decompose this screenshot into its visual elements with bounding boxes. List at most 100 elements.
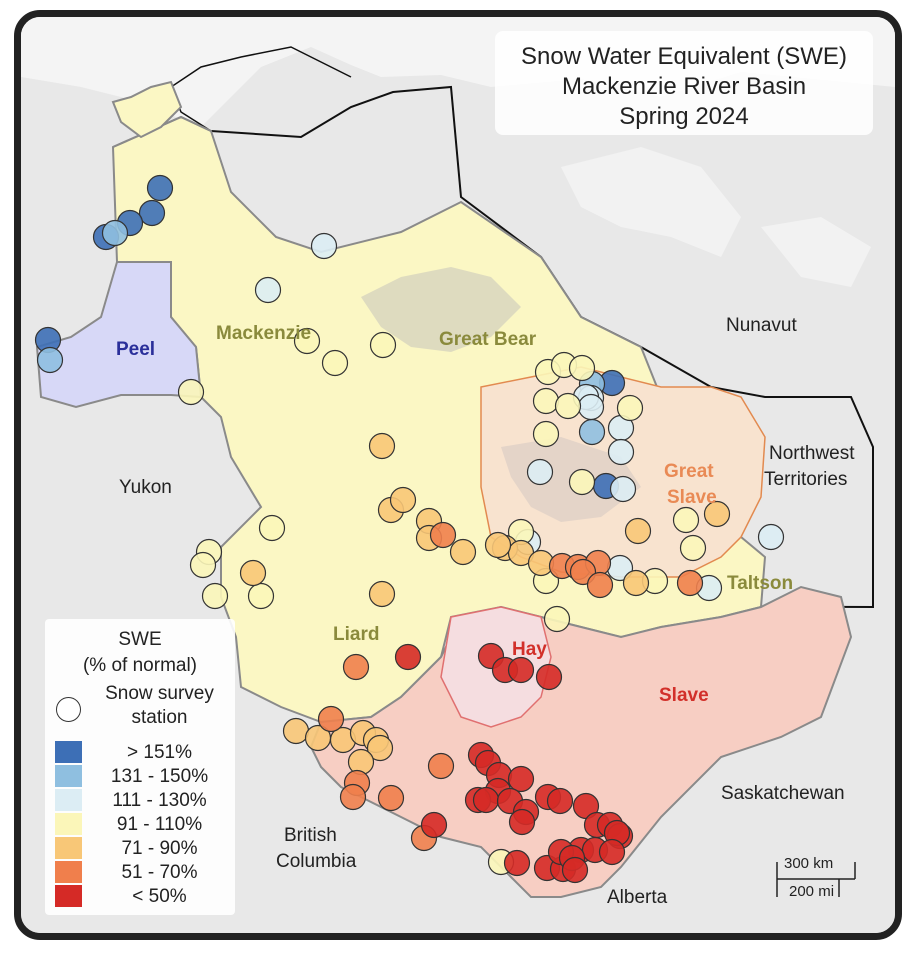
snow-survey-station bbox=[472, 786, 500, 814]
snow-survey-station bbox=[138, 199, 166, 227]
snow-survey-station bbox=[676, 569, 704, 597]
legend-class-label: 91 - 110% bbox=[116, 814, 203, 835]
snow-survey-station bbox=[622, 569, 650, 597]
snow-survey-station bbox=[36, 346, 64, 374]
snow-survey-station bbox=[429, 521, 457, 549]
snow-survey-station bbox=[503, 849, 531, 877]
snow-survey-station bbox=[368, 580, 396, 608]
snow-survey-station bbox=[189, 551, 217, 579]
legend-class-label: 51 - 70% bbox=[121, 862, 198, 883]
basin-border bbox=[112, 115, 212, 148]
place-label-yukon: Yukon bbox=[119, 477, 172, 498]
legend-class-label: 131 - 150% bbox=[110, 766, 209, 787]
snow-survey-station bbox=[342, 653, 370, 681]
legend-swatch bbox=[55, 741, 82, 763]
snow-survey-station bbox=[624, 517, 652, 545]
legend-station-symbol bbox=[56, 697, 81, 722]
snow-survey-station bbox=[546, 787, 574, 815]
snow-survey-station bbox=[508, 808, 536, 836]
basin-label-slave: Slave bbox=[659, 685, 709, 706]
snow-survey-station bbox=[532, 387, 560, 415]
title-box: Snow Water Equivalent (SWE) Mackenzie Ri… bbox=[495, 31, 873, 135]
snow-survey-station bbox=[310, 232, 338, 260]
snow-survey-station bbox=[679, 534, 707, 562]
snow-survey-station bbox=[543, 605, 571, 633]
legend: SWE (% of normal) Snow survey station > … bbox=[45, 619, 235, 915]
map-frame: Snow Water Equivalent (SWE) Mackenzie Ri… bbox=[14, 10, 902, 940]
legend-swatch bbox=[55, 765, 82, 787]
snow-survey-station bbox=[616, 394, 644, 422]
place-label-saskatchewan: Saskatchewan bbox=[721, 783, 845, 804]
map-title: Snow Water Equivalent (SWE) bbox=[521, 43, 847, 70]
snow-survey-station bbox=[586, 571, 614, 599]
snow-survey-station bbox=[339, 783, 367, 811]
legend-swatch bbox=[55, 789, 82, 811]
snow-survey-station bbox=[577, 393, 605, 421]
place-label-nwt-2: Territories bbox=[764, 469, 848, 490]
snow-survey-station bbox=[369, 331, 397, 359]
peel-basin bbox=[35, 261, 203, 409]
snow-survey-station bbox=[254, 276, 282, 304]
snow-survey-station bbox=[258, 514, 286, 542]
place-label-nwt-1: Northwest bbox=[769, 443, 855, 464]
snow-survey-station bbox=[282, 717, 310, 745]
basin-map bbox=[21, 17, 895, 933]
snow-survey-station bbox=[239, 559, 267, 587]
snow-survey-station bbox=[146, 174, 174, 202]
place-label-bc-1: British bbox=[284, 825, 337, 846]
snow-survey-station bbox=[507, 656, 535, 684]
scale-label-km: 300 km bbox=[784, 855, 834, 872]
stations-layer bbox=[34, 174, 785, 884]
snow-survey-station bbox=[532, 420, 560, 448]
place-label-nunavut: Nunavut bbox=[726, 315, 797, 336]
great-bear-lake bbox=[361, 267, 521, 352]
delta-region bbox=[111, 80, 183, 139]
snow-survey-station bbox=[703, 500, 731, 528]
legend-class-label: > 151% bbox=[127, 742, 192, 763]
basin-label-great-slave-1: Great bbox=[664, 461, 714, 482]
snow-survey-station bbox=[201, 582, 229, 610]
snow-survey-station bbox=[526, 458, 554, 486]
snow-survey-station bbox=[317, 705, 345, 733]
snow-survey-station bbox=[535, 663, 563, 691]
place-label-bc-2: Columbia bbox=[276, 851, 357, 872]
basin-label-great-slave-2: Slave bbox=[667, 487, 717, 508]
legend-subtitle: (% of normal) bbox=[82, 655, 198, 676]
snow-survey-station bbox=[394, 643, 422, 671]
snow-survey-station bbox=[672, 506, 700, 534]
legend-swatch bbox=[55, 861, 82, 883]
legend-title: SWE bbox=[118, 629, 162, 650]
basin-label-peel: Peel bbox=[116, 339, 156, 360]
snow-survey-station bbox=[420, 811, 448, 839]
legend-swatch bbox=[55, 837, 82, 859]
snow-survey-station bbox=[389, 486, 417, 514]
legend-station-label-2: station bbox=[131, 707, 188, 728]
legend-class-label: < 50% bbox=[132, 886, 187, 907]
snow-survey-station bbox=[554, 392, 582, 420]
snow-survey-station bbox=[427, 752, 455, 780]
snow-survey-station bbox=[101, 219, 129, 247]
legend-class-label: 111 - 130% bbox=[112, 790, 207, 811]
basin-label-mackenzie: Mackenzie bbox=[216, 323, 312, 344]
basin-label-taltson: Taltson bbox=[727, 573, 794, 594]
snow-survey-station bbox=[578, 418, 606, 446]
snow-survey-station bbox=[484, 531, 512, 559]
snow-survey-station bbox=[321, 349, 349, 377]
snow-survey-station bbox=[561, 856, 589, 884]
water-body bbox=[761, 217, 871, 287]
basin-label-liard: Liard bbox=[333, 624, 380, 645]
snow-survey-station bbox=[568, 354, 596, 382]
place-label-alberta: Alberta bbox=[607, 887, 668, 908]
snow-survey-station bbox=[366, 734, 394, 762]
legend-swatch bbox=[55, 813, 82, 835]
water-body bbox=[561, 147, 741, 257]
snow-survey-station bbox=[377, 784, 405, 812]
snow-survey-station bbox=[598, 838, 626, 866]
legend-station-label-1: Snow survey bbox=[105, 683, 214, 704]
snow-survey-station bbox=[507, 765, 535, 793]
basin-label-hay: Hay bbox=[512, 639, 547, 660]
map-subtitle: Mackenzie River Basin bbox=[561, 73, 807, 100]
snow-survey-station bbox=[757, 523, 785, 551]
snow-survey-station bbox=[368, 432, 396, 460]
snow-survey-station bbox=[177, 378, 205, 406]
